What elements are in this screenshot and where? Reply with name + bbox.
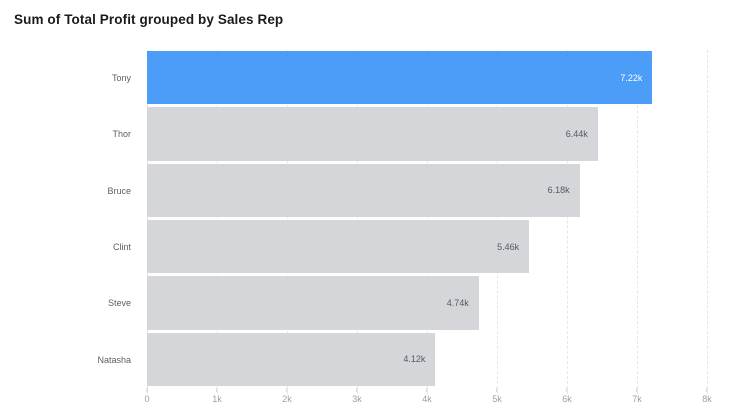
bar-clint[interactable]: 5.46k <box>147 219 530 274</box>
category-label-clint: Clint <box>112 242 131 253</box>
bar-value-label-thor: 6.44k <box>565 128 588 139</box>
bar-bruce[interactable]: 6.18k <box>147 163 580 217</box>
x-tick-5k: 5k <box>492 388 502 404</box>
bar-value-label-steve: 4.74k <box>446 297 469 308</box>
category-label-steve: Steve <box>107 298 131 309</box>
x-tick-label: 4k <box>422 394 432 404</box>
bar-row-bruce: Bruce 6.18k <box>107 163 707 219</box>
tick-mark <box>426 388 428 392</box>
x-axis: 0 1k 2k 3k 4k 5k 6k 7k 8k <box>144 388 712 410</box>
bar-row-thor: Thor 6.44k <box>112 106 707 162</box>
bar-row-steve: Steve 4.74k <box>108 275 707 331</box>
x-tick-label: 7k <box>632 394 642 404</box>
category-label-natasha: Natasha <box>97 354 131 365</box>
bar-value-label-clint: 5.46k <box>497 241 520 252</box>
plot-area: Tony 7.22k Thor 6.44k Bruce 6.18k Clint <box>97 50 708 394</box>
tick-mark <box>146 388 148 392</box>
bar-tony[interactable]: 7.22k <box>147 51 653 105</box>
x-tick-label: 3k <box>352 394 362 404</box>
x-tick-label: 1k <box>212 394 222 404</box>
x-tick-3k: 3k <box>352 388 362 404</box>
chart-title: Sum of Total Profit grouped by Sales Rep <box>14 12 284 27</box>
gridline <box>707 50 708 394</box>
bar-steve[interactable]: 4.74k <box>147 276 479 330</box>
tick-mark <box>636 388 638 392</box>
x-tick-1k: 1k <box>212 388 222 404</box>
tick-mark <box>496 388 498 392</box>
bar-row-tony: Tony 7.22k <box>112 50 707 106</box>
gridline <box>567 50 568 394</box>
x-tick-0: 0 <box>144 388 150 404</box>
x-tick-2k: 2k <box>282 388 292 404</box>
bar-value-label-natasha: 4.12k <box>403 354 426 365</box>
tick-mark <box>566 388 568 392</box>
tick-mark <box>286 388 288 392</box>
gridline <box>637 50 638 394</box>
x-tick-label: 8k <box>702 394 712 404</box>
category-label-bruce: Bruce <box>107 185 131 196</box>
bar-row-natasha: Natasha 4.12k <box>97 332 707 388</box>
x-tick-label: 2k <box>282 394 292 404</box>
bar-rows: Tony 7.22k Thor 6.44k Bruce 6.18k Clint <box>97 50 707 388</box>
x-tick-label: 6k <box>562 394 572 404</box>
tick-mark <box>706 388 708 392</box>
x-tick-6k: 6k <box>562 388 572 404</box>
bar-row-clint: Clint 5.46k <box>113 219 707 275</box>
x-tick-label: 5k <box>492 394 502 404</box>
x-tick-4k: 4k <box>422 388 432 404</box>
bar-thor[interactable]: 6.44k <box>147 107 598 161</box>
bar-value-label-tony: 7.22k <box>620 72 643 83</box>
x-tick-8k: 8k <box>702 388 712 404</box>
x-tick-label: 0 <box>144 394 150 404</box>
x-tick-7k: 7k <box>632 388 642 404</box>
bar-value-label-bruce: 6.18k <box>547 185 570 196</box>
bar-natasha[interactable]: 4.12k <box>147 332 436 386</box>
tick-mark <box>356 388 358 392</box>
tick-mark <box>216 388 218 392</box>
category-label-tony: Tony <box>111 73 131 84</box>
category-label-thor: Thor <box>112 129 131 140</box>
